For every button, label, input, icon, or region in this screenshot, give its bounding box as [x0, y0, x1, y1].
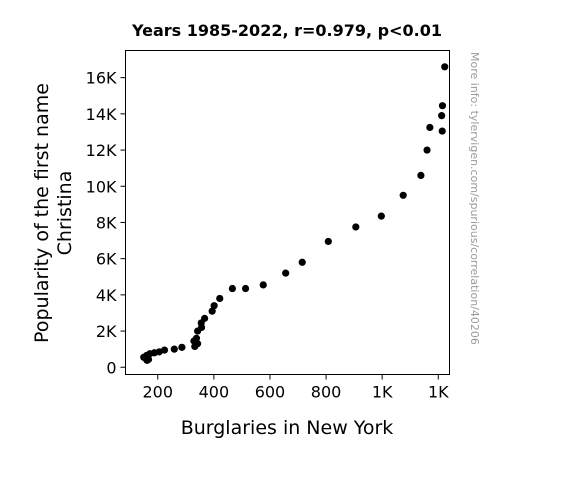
data-point: [423, 146, 431, 154]
plot-frame: [125, 50, 450, 375]
y-tick-label: 10K: [86, 177, 117, 196]
x-tick-label: 1K: [428, 383, 449, 402]
data-point: [377, 212, 385, 220]
y-tick-label: 14K: [86, 105, 117, 124]
y-tick-label: 16K: [86, 69, 117, 88]
data-point: [216, 294, 224, 303]
data-point: [210, 302, 218, 310]
data-points: [140, 63, 449, 364]
data-point: [178, 343, 186, 351]
data-point: [241, 284, 250, 293]
data-point: [438, 102, 447, 110]
y-axis: 0 2K 4K 6K 8K 10K 12K 14K 16K: [86, 69, 126, 377]
data-point: [259, 281, 267, 289]
x-tick-label: 400: [199, 383, 230, 402]
y-tick-label: 4K: [96, 286, 117, 305]
watermark: More info: tylervigen.com/spurious/corre…: [468, 52, 481, 345]
data-point: [352, 223, 360, 231]
data-point: [228, 284, 236, 293]
data-point: [438, 127, 446, 135]
y-tick-label: 6K: [96, 250, 117, 269]
data-point: [191, 342, 199, 351]
x-tick-label: 200: [142, 383, 173, 402]
x-axis-label: Burglaries in New York: [181, 417, 394, 439]
data-point: [143, 356, 151, 364]
x-tick-label: 600: [255, 383, 286, 402]
y-tick-label: 0: [106, 358, 116, 377]
data-point: [399, 191, 407, 199]
y-axis-label-line-1: Popularity of the first name: [31, 83, 53, 343]
data-point: [298, 258, 306, 266]
data-point: [438, 112, 446, 120]
y-tick-label: 8K: [96, 213, 117, 232]
data-point: [208, 307, 216, 315]
data-point: [170, 345, 178, 353]
chart-title: Years 1985-2022, r=0.979, p<0.01: [131, 21, 442, 40]
data-point: [282, 269, 290, 277]
y-axis-label-line-2: Christina: [54, 171, 76, 256]
data-point: [441, 63, 449, 71]
x-tick-label: 800: [311, 383, 342, 402]
y-tick-label: 12K: [86, 141, 117, 160]
x-axis: 200 400 600 800 1K 1K: [142, 374, 449, 402]
data-point: [193, 327, 202, 335]
y-tick-label: 2K: [96, 322, 117, 341]
data-point: [417, 171, 425, 179]
y-axis-label: Popularity of the first name Christina: [31, 83, 76, 343]
x-tick-label: 1K: [372, 383, 393, 402]
data-point: [324, 237, 332, 246]
data-point: [426, 123, 434, 132]
